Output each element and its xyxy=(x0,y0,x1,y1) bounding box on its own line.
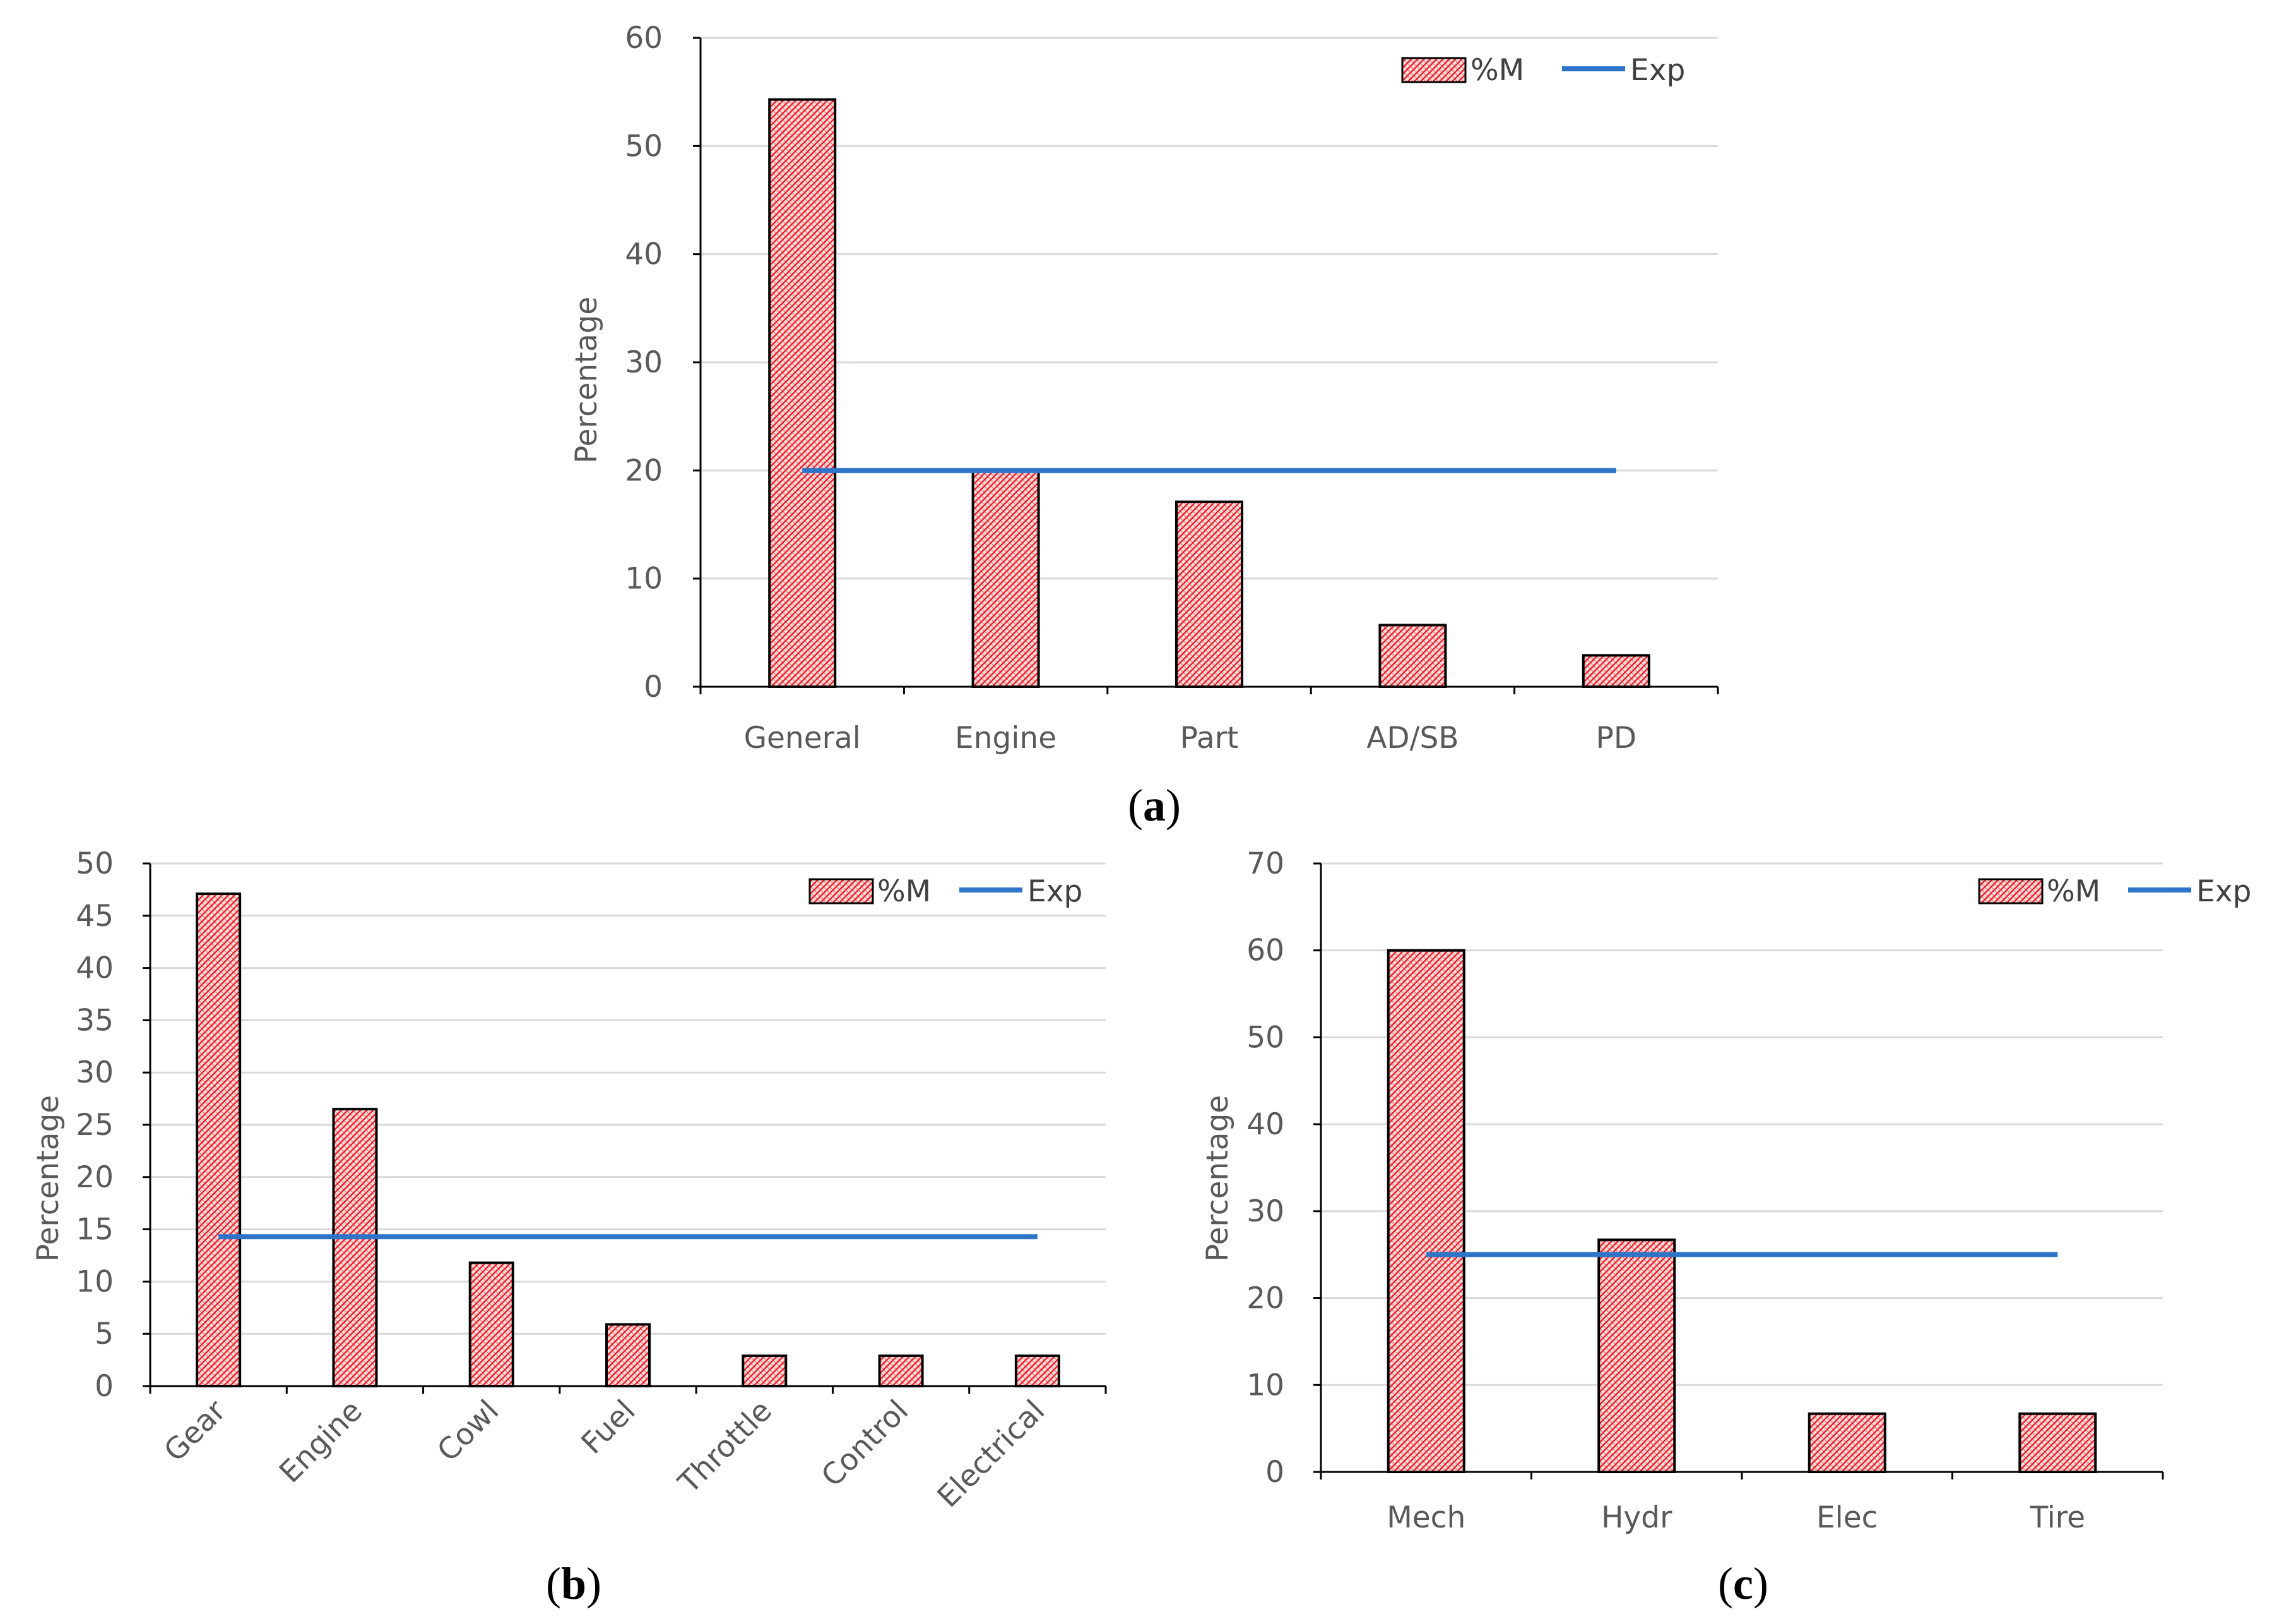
chart-a-axes xyxy=(693,37,1719,694)
chart-b-y-tick-label-35: 35 xyxy=(76,1003,114,1038)
chart-a-x-tick-label-engine: Engine xyxy=(955,721,1056,756)
chart-c-axes xyxy=(1313,862,2164,1480)
chart-a-y-axis-label: Percentage xyxy=(569,297,604,463)
chart-b-legend: %M Exp xyxy=(808,874,1082,909)
chart-b-y-axis-label: Percentage xyxy=(31,1095,66,1262)
chart-b: 0 5 10 15 20 25 30 35 40 45 50 Gear Engine Cowl Fuel T… xyxy=(31,846,1107,1609)
chart-c-y-tick-label-70: 70 xyxy=(1246,846,1284,881)
chart-b-x-tick-label-electrical: Electrical xyxy=(931,1394,1052,1515)
chart-a-legend-bar-swatch xyxy=(1401,57,1467,83)
chart-c-bars xyxy=(1387,949,2097,1474)
chart-b-x-tick-label-gear: Gear xyxy=(158,1393,234,1469)
chart-a-legend: %M Exp xyxy=(1401,53,1685,88)
chart-b-y-tick-label-30: 30 xyxy=(76,1055,114,1090)
chart-a-y-tick-label-0: 0 xyxy=(644,670,663,704)
chart-c-caption: (c) xyxy=(1718,1558,1768,1609)
chart-b-gridlines xyxy=(150,862,1106,1335)
chart-b-y-tick-label-40: 40 xyxy=(76,951,114,986)
chart-b-legend-bar-swatch xyxy=(808,878,874,904)
chart-c-x-tick-label-tire: Tire xyxy=(2029,1500,2085,1535)
chart-b-bar-engine xyxy=(332,1108,378,1388)
chart-a-bar-pd xyxy=(1582,654,1650,689)
chart-b-bar-cowl xyxy=(468,1261,514,1388)
chart-b-x-tick-label-throttle: Throttle xyxy=(672,1394,779,1501)
chart-c-y-axis-label: Percentage xyxy=(1200,1095,1235,1262)
chart-c-legend-bar-swatch xyxy=(1978,878,2044,904)
chart-a-bars xyxy=(768,98,1650,689)
chart-b-caption: (b) xyxy=(546,1558,601,1609)
chart-a-y-tick-label-60: 60 xyxy=(625,21,663,56)
chart-c-legend-bar-label: %M xyxy=(2047,874,2100,909)
chart-a-bar-engine xyxy=(971,469,1040,688)
chart-a-y-tick-label-20: 20 xyxy=(625,453,663,488)
chart-c-y-tick-label-30: 30 xyxy=(1246,1194,1284,1229)
chart-a-x-tick-label-ad-sb: AD/SB xyxy=(1366,721,1459,756)
chart-b-y-tick-label-0: 0 xyxy=(95,1369,114,1404)
chart-b-legend-bar-label: %M xyxy=(877,874,931,909)
chart-a-y-tick-labels: 0 10 20 30 40 50 60 xyxy=(625,21,663,704)
chart-c-y-tick-label-60: 60 xyxy=(1246,934,1284,968)
chart-c-y-tick-label-10: 10 xyxy=(1246,1368,1284,1403)
chart-a-bar-general xyxy=(768,98,837,689)
chart-c-bar-elec xyxy=(1808,1412,1886,1474)
chart-c-x-tick-label-mech: Mech xyxy=(1387,1500,1465,1535)
chart-b-y-tick-label-45: 45 xyxy=(76,899,114,934)
chart-a-y-tick-label-50: 50 xyxy=(625,129,663,163)
chart-c-legend: %M Exp xyxy=(1978,874,2251,909)
chart-a-bar-part xyxy=(1175,501,1243,689)
chart-c-x-tick-label-elec: Elec xyxy=(1816,1500,1878,1535)
chart-b-x-tick-labels: Gear Engine Cowl Fuel Throttle Control Electri… xyxy=(158,1393,1052,1514)
chart-a-x-tick-label-general: General xyxy=(744,721,861,756)
chart-b-bar-throttle xyxy=(742,1354,788,1388)
chart-a-y-tick-label-10: 10 xyxy=(625,562,663,596)
chart-a-caption-letter: a xyxy=(1143,780,1166,831)
chart-c-caption-letter: c xyxy=(1733,1558,1753,1609)
chart-b-legend-line-label: Exp xyxy=(1027,874,1082,909)
chart-b-x-tick-label-fuel: Fuel xyxy=(575,1394,642,1461)
chart-c-y-tick-label-40: 40 xyxy=(1246,1107,1284,1142)
chart-b-bar-electrical xyxy=(1014,1354,1060,1388)
chart-b-bar-gear xyxy=(196,893,242,1388)
chart-a: 0 10 20 30 40 50 60 General Engine Part AD/SB PD P… xyxy=(569,21,1719,831)
chart-c-x-tick-labels: Mech Hydr Elec Tire xyxy=(1387,1500,2085,1535)
chart-b-axes xyxy=(143,862,1107,1394)
chart-b-y-tick-label-10: 10 xyxy=(76,1264,114,1299)
chart-a-x-tick-label-part: Part xyxy=(1180,721,1239,756)
chart-b-caption-letter: b xyxy=(561,1558,586,1609)
chart-b-bars xyxy=(196,893,1060,1388)
chart-c-bar-mech xyxy=(1387,949,1465,1473)
chart-b-y-tick-labels: 0 5 10 15 20 25 30 35 40 45 50 xyxy=(76,846,114,1404)
chart-b-y-tick-label-25: 25 xyxy=(76,1108,114,1142)
chart-a-legend-bar-label: %M xyxy=(1471,53,1524,88)
chart-c: 0 10 20 30 40 50 60 70 Mech Hydr Elec Tire Percent… xyxy=(1200,846,2251,1609)
chart-c-x-tick-label-hydr: Hydr xyxy=(1601,1500,1672,1535)
chart-b-x-tick-label-engine: Engine xyxy=(273,1394,369,1490)
chart-c-y-tick-labels: 0 10 20 30 40 50 60 70 xyxy=(1246,846,1284,1490)
chart-c-bar-tire xyxy=(2018,1412,2097,1474)
chart-b-y-tick-label-5: 5 xyxy=(95,1317,114,1351)
chart-b-x-tick-label-cowl: Cowl xyxy=(430,1394,506,1469)
chart-c-y-tick-label-20: 20 xyxy=(1246,1281,1284,1316)
chart-c-legend-line-label: Exp xyxy=(2196,874,2251,909)
chart-a-gridlines xyxy=(701,37,1718,580)
chart-b-y-tick-label-50: 50 xyxy=(76,846,114,881)
chart-c-y-tick-label-50: 50 xyxy=(1246,1020,1284,1055)
chart-a-y-tick-label-40: 40 xyxy=(625,237,663,272)
chart-b-y-tick-label-20: 20 xyxy=(76,1160,114,1195)
chart-a-y-tick-label-30: 30 xyxy=(625,345,663,380)
chart-b-bar-fuel xyxy=(605,1323,651,1387)
chart-b-y-tick-label-15: 15 xyxy=(76,1213,114,1247)
chart-c-y-tick-label-0: 0 xyxy=(1265,1455,1284,1490)
chart-a-x-tick-label-pd: PD xyxy=(1596,721,1637,756)
chart-a-legend-line-label: Exp xyxy=(1630,53,1685,88)
chart-a-caption: (a) xyxy=(1128,780,1181,831)
chart-a-x-tick-labels: General Engine Part AD/SB PD xyxy=(744,721,1636,756)
chart-a-bar-ad-sb xyxy=(1378,624,1447,689)
chart-b-bar-control xyxy=(878,1354,924,1388)
chart-c-bar-hydr xyxy=(1597,1238,1676,1473)
chart-b-x-tick-label-control: Control xyxy=(815,1394,915,1494)
